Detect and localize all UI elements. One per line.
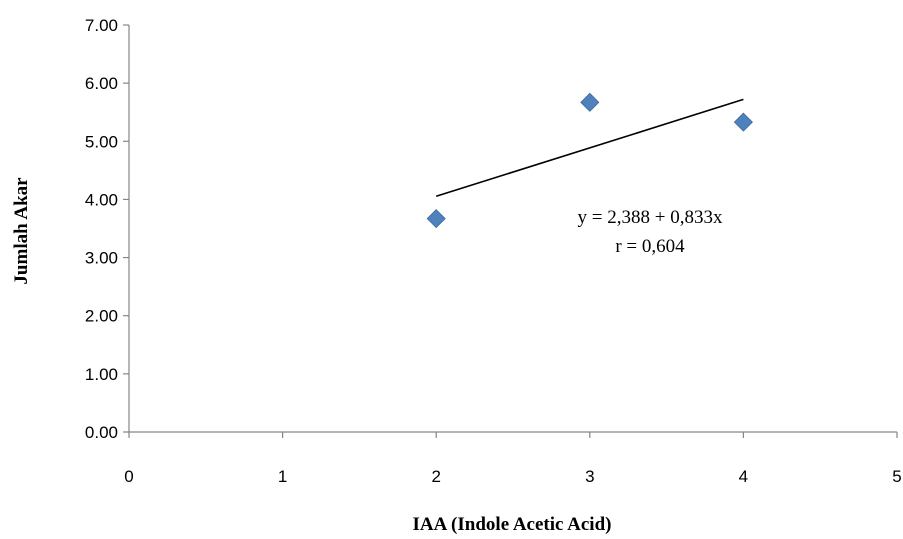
data-point [580,92,600,112]
x-tick-label: 4 [739,467,748,486]
x-tick-label: 5 [892,467,901,486]
annotations: y = 2,388 + 0,833x r = 0,604 [578,207,723,257]
axes [128,25,897,433]
correlation-coefficient: r = 0,604 [615,236,685,257]
trendline-group [435,98,744,198]
y-tick-label: 7.00 [85,16,118,35]
x-tick-label: 1 [278,467,287,486]
y-tick-label: 3.00 [85,249,118,268]
x-tick-label: 3 [585,467,594,486]
x-tick-label: 0 [124,467,133,486]
x-axis-title: IAA (Indole Acetic Acid) [413,514,612,535]
y-axis-title: Jumlah Akar [11,177,32,285]
y-tick-label: 4.00 [85,190,118,209]
x-tick-label: 2 [431,467,440,486]
data-point [426,209,446,229]
y-tick-label: 2.00 [85,307,118,326]
y-tick-label: 5.00 [85,132,118,151]
y-tick-label: 6.00 [85,74,118,93]
y-tick-label: 1.00 [85,365,118,384]
y-tick-label: 0.00 [85,423,118,442]
data-points [426,92,753,229]
trendline [435,98,744,198]
regression-equation: y = 2,388 + 0,833x [578,207,723,228]
data-point [733,112,753,132]
ticks: 0.00 1.00 2.00 3.00 4.00 5.00 6.00 7.00 0 1 2 3 4 5 [85,16,902,486]
